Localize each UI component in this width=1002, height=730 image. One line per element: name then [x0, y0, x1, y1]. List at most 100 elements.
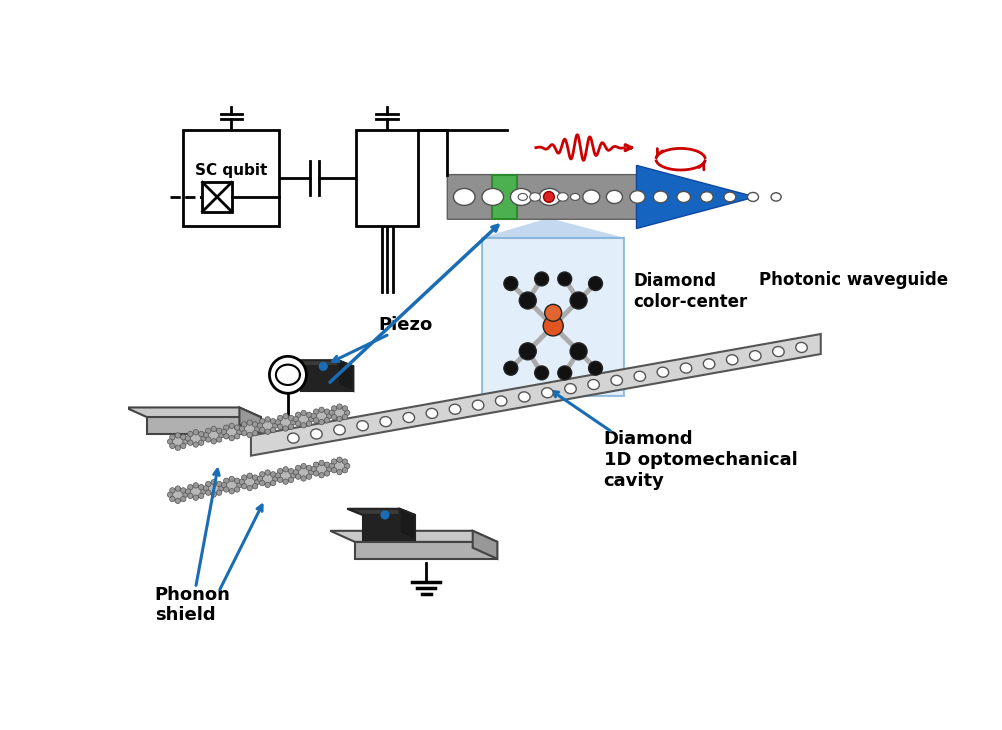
Circle shape: [276, 473, 281, 478]
Circle shape: [325, 409, 330, 415]
Circle shape: [234, 434, 239, 439]
Circle shape: [193, 483, 198, 488]
Circle shape: [343, 406, 348, 411]
Circle shape: [211, 492, 216, 497]
Circle shape: [180, 443, 186, 449]
Circle shape: [325, 462, 330, 467]
Ellipse shape: [796, 342, 808, 353]
Ellipse shape: [188, 485, 203, 498]
Circle shape: [234, 478, 239, 483]
Circle shape: [314, 471, 319, 476]
Circle shape: [329, 463, 335, 469]
Circle shape: [239, 479, 244, 485]
Circle shape: [211, 439, 216, 444]
Circle shape: [221, 483, 226, 488]
Polygon shape: [400, 509, 415, 539]
Circle shape: [325, 471, 330, 476]
Circle shape: [223, 425, 228, 430]
Ellipse shape: [314, 410, 330, 422]
Ellipse shape: [311, 429, 323, 439]
Circle shape: [301, 464, 307, 469]
Polygon shape: [636, 166, 756, 228]
Ellipse shape: [332, 407, 348, 419]
Circle shape: [271, 480, 276, 485]
Circle shape: [229, 488, 234, 494]
Ellipse shape: [454, 188, 475, 205]
Circle shape: [216, 490, 221, 496]
Ellipse shape: [557, 193, 568, 201]
Circle shape: [229, 476, 234, 482]
Circle shape: [253, 431, 258, 436]
Circle shape: [218, 432, 224, 438]
Circle shape: [301, 410, 307, 415]
Circle shape: [205, 490, 211, 496]
Circle shape: [185, 489, 190, 494]
Circle shape: [558, 272, 572, 286]
Polygon shape: [355, 542, 497, 559]
Ellipse shape: [449, 404, 461, 415]
Ellipse shape: [296, 466, 312, 478]
Circle shape: [332, 459, 337, 464]
Circle shape: [187, 493, 193, 499]
Ellipse shape: [241, 476, 258, 488]
Circle shape: [223, 478, 228, 483]
Circle shape: [314, 462, 319, 467]
Circle shape: [588, 361, 602, 375]
Circle shape: [167, 492, 172, 497]
Circle shape: [203, 485, 208, 491]
Circle shape: [236, 483, 242, 488]
Ellipse shape: [206, 482, 221, 494]
Circle shape: [307, 420, 312, 426]
Circle shape: [229, 423, 234, 429]
Ellipse shape: [260, 420, 276, 431]
Ellipse shape: [630, 191, 645, 203]
Ellipse shape: [519, 392, 530, 402]
Circle shape: [169, 496, 175, 502]
Circle shape: [182, 439, 188, 445]
Ellipse shape: [278, 469, 294, 482]
Polygon shape: [482, 219, 624, 238]
Circle shape: [296, 474, 301, 480]
Circle shape: [265, 429, 271, 434]
Circle shape: [246, 420, 253, 426]
Circle shape: [200, 436, 206, 441]
Ellipse shape: [773, 347, 785, 356]
Circle shape: [198, 440, 204, 445]
Circle shape: [169, 443, 175, 449]
Ellipse shape: [332, 460, 348, 472]
Circle shape: [246, 485, 253, 491]
Ellipse shape: [726, 355, 737, 365]
Circle shape: [535, 272, 548, 286]
Ellipse shape: [472, 400, 484, 410]
Ellipse shape: [680, 363, 691, 373]
Circle shape: [278, 424, 283, 429]
Ellipse shape: [288, 433, 299, 443]
Circle shape: [543, 316, 563, 336]
Circle shape: [278, 415, 283, 420]
Circle shape: [283, 413, 289, 419]
Polygon shape: [363, 515, 415, 539]
Ellipse shape: [657, 367, 668, 377]
Polygon shape: [286, 360, 354, 366]
Circle shape: [294, 416, 299, 422]
Circle shape: [255, 479, 261, 485]
Circle shape: [180, 488, 186, 493]
Circle shape: [234, 487, 239, 492]
Circle shape: [296, 465, 301, 471]
Ellipse shape: [653, 191, 667, 203]
Circle shape: [246, 473, 253, 478]
Circle shape: [258, 476, 263, 481]
Circle shape: [291, 473, 296, 478]
Circle shape: [198, 431, 204, 437]
Circle shape: [319, 472, 325, 478]
Circle shape: [193, 495, 198, 500]
Circle shape: [307, 474, 312, 480]
Ellipse shape: [583, 190, 600, 204]
Circle shape: [241, 431, 246, 436]
Circle shape: [301, 476, 307, 481]
Circle shape: [343, 415, 348, 420]
Circle shape: [332, 415, 337, 420]
Circle shape: [337, 416, 343, 422]
Circle shape: [276, 420, 281, 425]
Ellipse shape: [314, 463, 330, 475]
